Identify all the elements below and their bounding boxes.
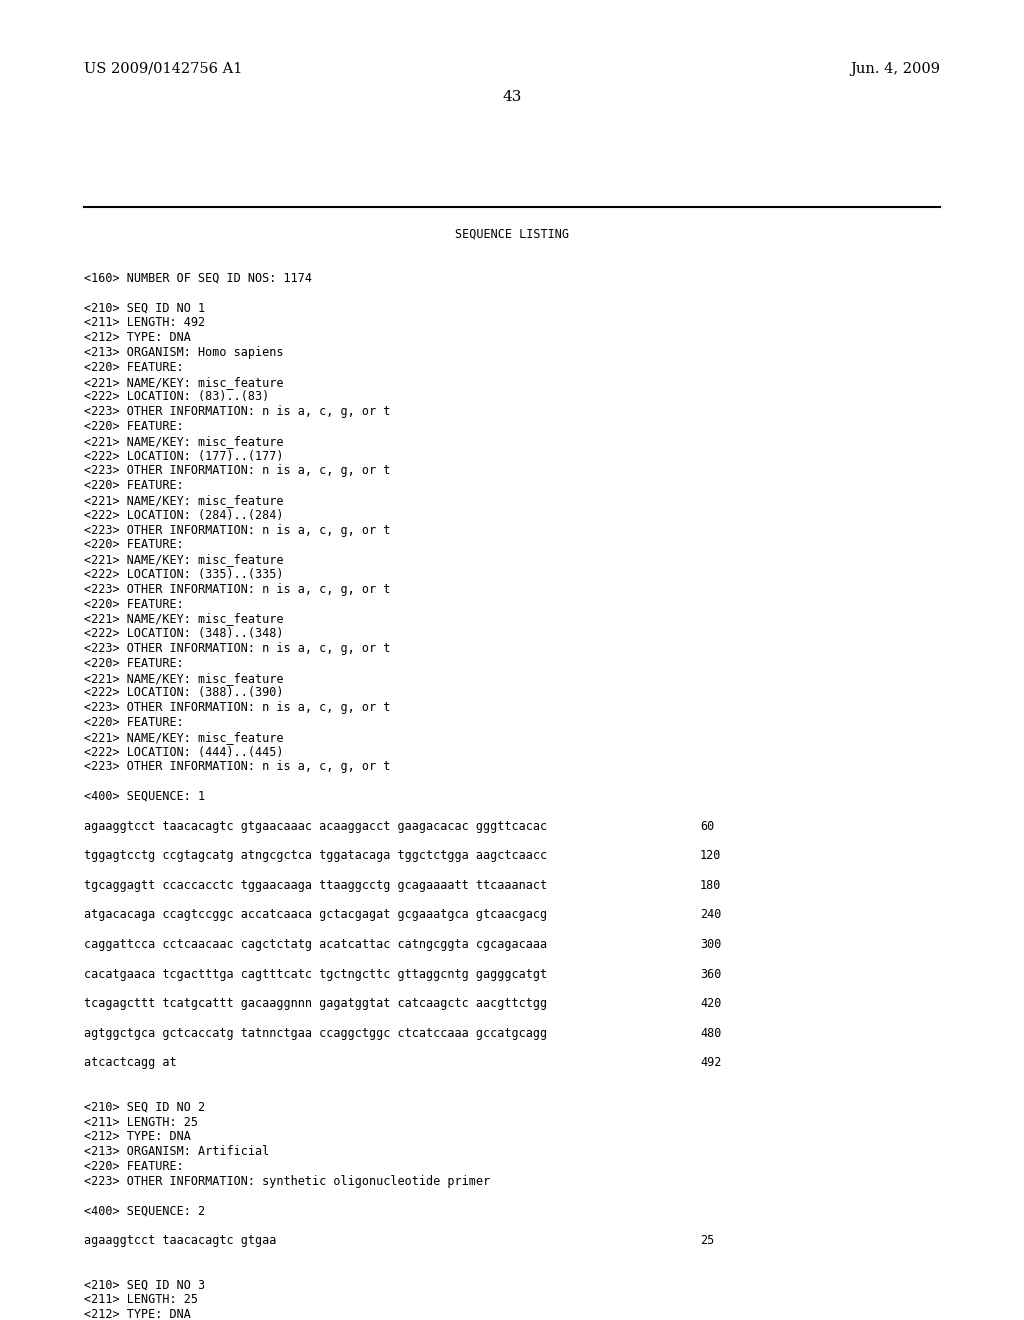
Text: <211> LENGTH: 492: <211> LENGTH: 492 <box>84 317 205 330</box>
Text: <223> OTHER INFORMATION: n is a, c, g, or t: <223> OTHER INFORMATION: n is a, c, g, o… <box>84 524 390 537</box>
Text: agaaggtcct taacacagtc gtgaacaaac acaaggacct gaagacacac gggttcacac: agaaggtcct taacacagtc gtgaacaaac acaagga… <box>84 820 547 833</box>
Text: <222> LOCATION: (177)..(177): <222> LOCATION: (177)..(177) <box>84 450 284 462</box>
Text: <223> OTHER INFORMATION: n is a, c, g, or t: <223> OTHER INFORMATION: n is a, c, g, o… <box>84 583 390 595</box>
Text: agtggctgca gctcaccatg tatnnctgaa ccaggctggc ctcatccaaa gccatgcagg: agtggctgca gctcaccatg tatnnctgaa ccaggct… <box>84 1027 547 1040</box>
Text: <222> LOCATION: (284)..(284): <222> LOCATION: (284)..(284) <box>84 508 284 521</box>
Text: <221> NAME/KEY: misc_feature: <221> NAME/KEY: misc_feature <box>84 672 284 685</box>
Text: 420: 420 <box>700 997 721 1010</box>
Text: <220> FEATURE:: <220> FEATURE: <box>84 360 183 374</box>
Text: <212> TYPE: DNA: <212> TYPE: DNA <box>84 1130 190 1143</box>
Text: Jun. 4, 2009: Jun. 4, 2009 <box>850 62 940 77</box>
Text: 60: 60 <box>700 820 715 833</box>
Text: <221> NAME/KEY: misc_feature: <221> NAME/KEY: misc_feature <box>84 376 284 388</box>
Text: tcagagcttt tcatgcattt gacaaggnnn gagatggtat catcaagctc aacgttctgg: tcagagcttt tcatgcattt gacaaggnnn gagatgg… <box>84 997 547 1010</box>
Text: cacatgaaca tcgactttga cagtttcatc tgctngcttc gttaggcntg gagggcatgt: cacatgaaca tcgactttga cagtttcatc tgctngc… <box>84 968 547 981</box>
Text: <221> NAME/KEY: misc_feature: <221> NAME/KEY: misc_feature <box>84 494 284 507</box>
Text: <400> SEQUENCE: 1: <400> SEQUENCE: 1 <box>84 789 205 803</box>
Text: <223> OTHER INFORMATION: n is a, c, g, or t: <223> OTHER INFORMATION: n is a, c, g, o… <box>84 465 390 478</box>
Text: <221> NAME/KEY: misc_feature: <221> NAME/KEY: misc_feature <box>84 434 284 447</box>
Text: <222> LOCATION: (335)..(335): <222> LOCATION: (335)..(335) <box>84 568 284 581</box>
Text: <220> FEATURE:: <220> FEATURE: <box>84 657 183 669</box>
Text: <160> NUMBER OF SEQ ID NOS: 1174: <160> NUMBER OF SEQ ID NOS: 1174 <box>84 272 312 285</box>
Text: <223> OTHER INFORMATION: n is a, c, g, or t: <223> OTHER INFORMATION: n is a, c, g, o… <box>84 701 390 714</box>
Text: 300: 300 <box>700 939 721 950</box>
Text: <222> LOCATION: (348)..(348): <222> LOCATION: (348)..(348) <box>84 627 284 640</box>
Text: <220> FEATURE:: <220> FEATURE: <box>84 1160 183 1173</box>
Text: <212> TYPE: DNA: <212> TYPE: DNA <box>84 1308 190 1320</box>
Text: <213> ORGANISM: Homo sapiens: <213> ORGANISM: Homo sapiens <box>84 346 284 359</box>
Text: 480: 480 <box>700 1027 721 1040</box>
Text: <223> OTHER INFORMATION: synthetic oligonucleotide primer: <223> OTHER INFORMATION: synthetic oligo… <box>84 1175 490 1188</box>
Text: <222> LOCATION: (388)..(390): <222> LOCATION: (388)..(390) <box>84 686 284 700</box>
Text: caggattcca cctcaacaac cagctctatg acatcattac catngcggta cgcagacaaa: caggattcca cctcaacaac cagctctatg acatcat… <box>84 939 547 950</box>
Text: 180: 180 <box>700 879 721 892</box>
Text: <220> FEATURE:: <220> FEATURE: <box>84 539 183 552</box>
Text: <210> SEQ ID NO 2: <210> SEQ ID NO 2 <box>84 1101 205 1114</box>
Text: <212> TYPE: DNA: <212> TYPE: DNA <box>84 331 190 345</box>
Text: 43: 43 <box>503 90 521 104</box>
Text: <220> FEATURE:: <220> FEATURE: <box>84 420 183 433</box>
Text: <221> NAME/KEY: misc_feature: <221> NAME/KEY: misc_feature <box>84 612 284 626</box>
Text: <211> LENGTH: 25: <211> LENGTH: 25 <box>84 1115 198 1129</box>
Text: <220> FEATURE:: <220> FEATURE: <box>84 715 183 729</box>
Text: tggagtcctg ccgtagcatg atngcgctca tggatacaga tggctctgga aagctcaacc: tggagtcctg ccgtagcatg atngcgctca tggatac… <box>84 849 547 862</box>
Text: <222> LOCATION: (83)..(83): <222> LOCATION: (83)..(83) <box>84 391 269 404</box>
Text: 240: 240 <box>700 908 721 921</box>
Text: 360: 360 <box>700 968 721 981</box>
Text: SEQUENCE LISTING: SEQUENCE LISTING <box>455 228 569 242</box>
Text: 492: 492 <box>700 1056 721 1069</box>
Text: <220> FEATURE:: <220> FEATURE: <box>84 479 183 492</box>
Text: <221> NAME/KEY: misc_feature: <221> NAME/KEY: misc_feature <box>84 731 284 743</box>
Text: agaaggtcct taacacagtc gtgaa: agaaggtcct taacacagtc gtgaa <box>84 1234 276 1247</box>
Text: <220> FEATURE:: <220> FEATURE: <box>84 598 183 611</box>
Text: 25: 25 <box>700 1234 715 1247</box>
Text: <221> NAME/KEY: misc_feature: <221> NAME/KEY: misc_feature <box>84 553 284 566</box>
Text: <400> SEQUENCE: 2: <400> SEQUENCE: 2 <box>84 1204 205 1217</box>
Text: tgcaggagtt ccaccacctc tggaacaaga ttaaggcctg gcagaaaatt ttcaaanact: tgcaggagtt ccaccacctc tggaacaaga ttaaggc… <box>84 879 547 892</box>
Text: <223> OTHER INFORMATION: n is a, c, g, or t: <223> OTHER INFORMATION: n is a, c, g, o… <box>84 642 390 655</box>
Text: <210> SEQ ID NO 1: <210> SEQ ID NO 1 <box>84 301 205 314</box>
Text: <222> LOCATION: (444)..(445): <222> LOCATION: (444)..(445) <box>84 746 284 759</box>
Text: <223> OTHER INFORMATION: n is a, c, g, or t: <223> OTHER INFORMATION: n is a, c, g, o… <box>84 405 390 418</box>
Text: atgacacaga ccagtccggc accatcaaca gctacgagat gcgaaatgca gtcaacgacg: atgacacaga ccagtccggc accatcaaca gctacga… <box>84 908 547 921</box>
Text: 120: 120 <box>700 849 721 862</box>
Text: <213> ORGANISM: Artificial: <213> ORGANISM: Artificial <box>84 1146 269 1158</box>
Text: US 2009/0142756 A1: US 2009/0142756 A1 <box>84 62 243 77</box>
Text: <210> SEQ ID NO 3: <210> SEQ ID NO 3 <box>84 1278 205 1291</box>
Text: atcactcagg at: atcactcagg at <box>84 1056 176 1069</box>
Text: <223> OTHER INFORMATION: n is a, c, g, or t: <223> OTHER INFORMATION: n is a, c, g, o… <box>84 760 390 774</box>
Text: <211> LENGTH: 25: <211> LENGTH: 25 <box>84 1294 198 1307</box>
